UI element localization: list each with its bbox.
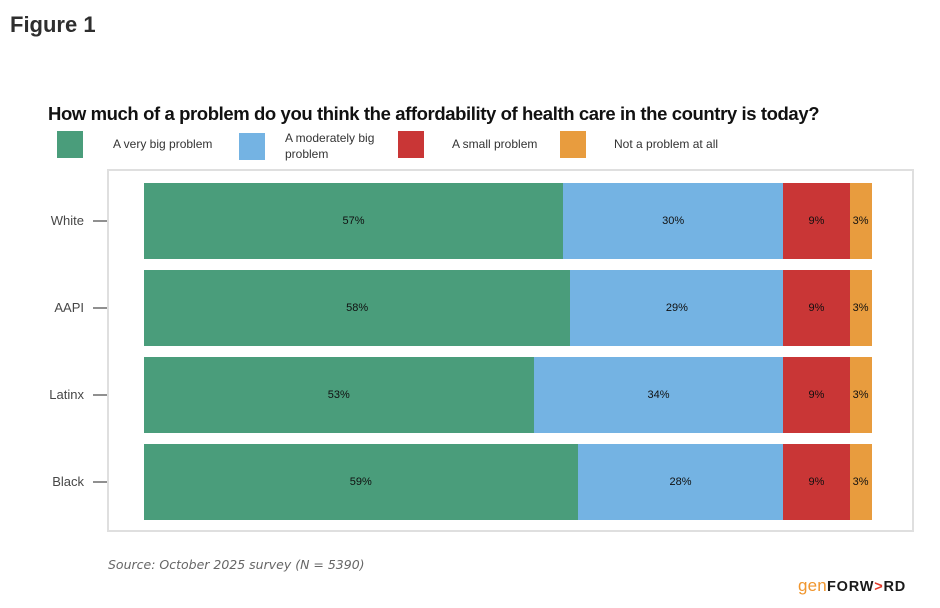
bar-value-label: 9% bbox=[808, 389, 825, 401]
category-label: AAPI bbox=[54, 300, 84, 315]
y-axis-tick bbox=[93, 481, 107, 483]
legend-swatch bbox=[239, 133, 265, 161]
figure-label: Figure 1 bbox=[10, 12, 96, 37]
category-label: Black bbox=[52, 474, 84, 489]
legend-label: A very big problem bbox=[113, 136, 213, 151]
bar-segment: 3% bbox=[849, 183, 872, 259]
bar-segment: 9% bbox=[783, 444, 850, 520]
logo-rd-text: RD bbox=[883, 579, 907, 595]
bar-segment: 28% bbox=[577, 444, 784, 520]
chart-title: How much of a problem do you think the a… bbox=[48, 103, 820, 124]
category-label: Latinx bbox=[49, 387, 84, 402]
bar-value-label: 57% bbox=[342, 215, 365, 227]
bar-segment: 34% bbox=[533, 357, 784, 433]
bar-segment: 29% bbox=[570, 270, 784, 346]
bar-value-label: 9% bbox=[808, 476, 825, 488]
bar-segment: 30% bbox=[562, 183, 784, 259]
bar-value-label: 9% bbox=[808, 215, 825, 227]
bar-segment: 57% bbox=[144, 183, 563, 259]
bar-segment: 3% bbox=[849, 444, 872, 520]
bar-value-label: 3% bbox=[852, 302, 869, 314]
bar-value-label: 30% bbox=[662, 215, 685, 227]
bar-row: 59% 28% 9% 3% bbox=[144, 444, 879, 520]
legend-swatch bbox=[398, 131, 424, 158]
legend-swatch bbox=[57, 131, 83, 158]
genforward-logo: gen FORW > RD bbox=[798, 576, 906, 596]
bar-value-label: 53% bbox=[327, 389, 350, 401]
legend-item: A moderately big problem bbox=[239, 131, 413, 162]
bar-value-label: 3% bbox=[852, 389, 869, 401]
bar-row: 53% 34% 9% 3% bbox=[144, 357, 879, 433]
logo-arrow-glyph: > bbox=[874, 579, 884, 595]
legend-item: Not a problem at all bbox=[560, 131, 718, 158]
bar-value-label: 3% bbox=[852, 476, 869, 488]
legend-label: A moderately big problem bbox=[285, 131, 375, 161]
bar-row: 57% 30% 9% 3% bbox=[144, 183, 879, 259]
legend-item: A very big problem bbox=[57, 131, 212, 158]
bar-value-label: 29% bbox=[665, 302, 688, 314]
bar-row: 58% 29% 9% 3% bbox=[144, 270, 879, 346]
legend-label: Not a problem at all bbox=[614, 136, 719, 151]
y-axis-tick bbox=[93, 394, 107, 396]
logo-gen-text: gen bbox=[798, 576, 827, 595]
bar-value-label: 34% bbox=[647, 389, 670, 401]
bar-value-label: 59% bbox=[349, 476, 372, 488]
legend-label: A small problem bbox=[452, 136, 538, 151]
category-label: White bbox=[50, 213, 84, 228]
legend-item: A small problem bbox=[398, 131, 537, 158]
y-axis-tick bbox=[93, 220, 107, 222]
bar-segment: 9% bbox=[783, 183, 850, 259]
bar-segment: 9% bbox=[783, 270, 850, 346]
bar-segment: 58% bbox=[144, 270, 571, 346]
bar-value-label: 3% bbox=[852, 215, 869, 227]
bar-segment: 53% bbox=[144, 357, 534, 433]
bar-segment: 3% bbox=[849, 357, 872, 433]
source-note: Source: October 2025 survey (N = 5390) bbox=[108, 557, 365, 572]
bar-value-label: 58% bbox=[346, 302, 369, 314]
bar-segment: 9% bbox=[783, 357, 850, 433]
bar-segment: 59% bbox=[144, 444, 578, 520]
y-axis-tick bbox=[93, 307, 107, 309]
bar-segment: 3% bbox=[849, 270, 872, 346]
bar-value-label: 9% bbox=[808, 302, 825, 314]
legend-swatch bbox=[560, 131, 586, 158]
bar-value-label: 28% bbox=[669, 476, 692, 488]
logo-forw-text: FORW bbox=[826, 579, 875, 595]
